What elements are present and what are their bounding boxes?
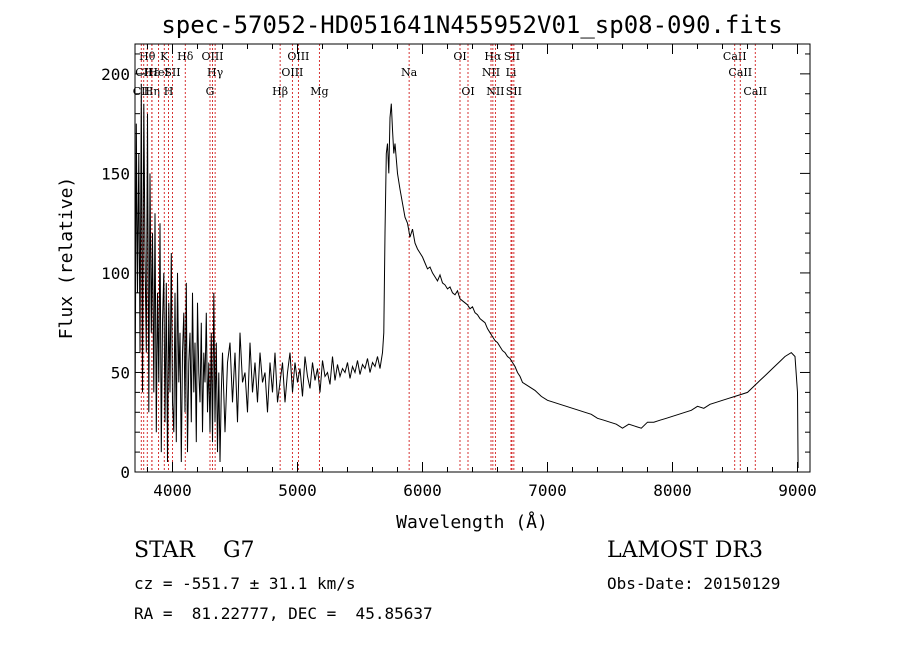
spectral-line-label: H — [164, 85, 174, 98]
spectral-line-label: G — [206, 85, 215, 98]
coordinates: RA = 81.22777, DEC = 45.85637 — [134, 604, 433, 623]
x-tick-label: 5000 — [278, 481, 317, 500]
spectral-line-label: Na — [401, 66, 418, 79]
spectral-line-label: Hδ — [177, 50, 194, 63]
spectral-line-label: Hα — [484, 50, 502, 63]
spectral-line-label: OIII — [201, 50, 223, 63]
spectral-line-label: OI — [461, 85, 474, 98]
spectral-line-label: Li — [506, 66, 517, 79]
spectral-line-label: SII — [164, 66, 180, 79]
y-tick-label: 100 — [101, 264, 130, 283]
y-tick-label: 150 — [101, 164, 130, 183]
spectral-line-label: Hη — [144, 85, 160, 98]
x-tick-label: 4000 — [153, 481, 192, 500]
x-tick-label: 8000 — [653, 481, 692, 500]
spectral-line-label: CaII — [723, 50, 747, 63]
redshift-velocity: cz = -551.7 ± 31.1 km/s — [134, 574, 356, 593]
spectral-line-label: NII — [486, 85, 504, 98]
spectral-line-label: CaII — [728, 66, 752, 79]
chart-title: spec-57052-HD051641N455952V01_sp08-090.f… — [161, 11, 782, 39]
spectral-line-label: OIII — [281, 66, 303, 79]
x-tick-label: 7000 — [528, 481, 567, 500]
spectral-line-label: HeI — [148, 66, 168, 79]
spectral-line-label: OI — [453, 50, 466, 63]
spectral-line-label: Hβ — [272, 85, 288, 98]
x-tick-label: 6000 — [403, 481, 442, 500]
spectrum-series — [134, 83, 799, 469]
spectral-line-label: SII — [504, 50, 520, 63]
spectral-line-label: Mg — [310, 85, 328, 98]
spectral-line-label: NII — [482, 66, 500, 79]
y-tick-label: 50 — [111, 363, 130, 382]
y-axis-label: Flux (relative) — [56, 177, 77, 340]
spectral-line-label: CaII — [743, 85, 767, 98]
survey-name: LAMOST DR3 — [607, 538, 763, 563]
spectral-line-label: SII — [506, 85, 522, 98]
y-tick-label: 0 — [120, 463, 130, 482]
spectrum-line — [134, 83, 799, 469]
spectral-line-label: CII — [135, 66, 152, 79]
x-tick-label: 9000 — [778, 481, 817, 500]
spectral-line-label: OIII — [287, 50, 309, 63]
plot-frame — [134, 43, 811, 473]
observation-date: Obs-Date: 20150129 — [607, 574, 781, 593]
object-class: STAR G7 — [134, 538, 255, 563]
spectral-line-label: Hγ — [207, 66, 224, 79]
x-axis-label: Wavelength (Å) — [396, 511, 548, 533]
spectral-line-label: K — [160, 50, 169, 63]
x-axis: 4000 5000 6000 7000 8000 9000 — [147, 44, 817, 500]
y-axis: 0 50 100 150 200 — [101, 53, 810, 482]
y-tick-label: 200 — [101, 65, 130, 84]
